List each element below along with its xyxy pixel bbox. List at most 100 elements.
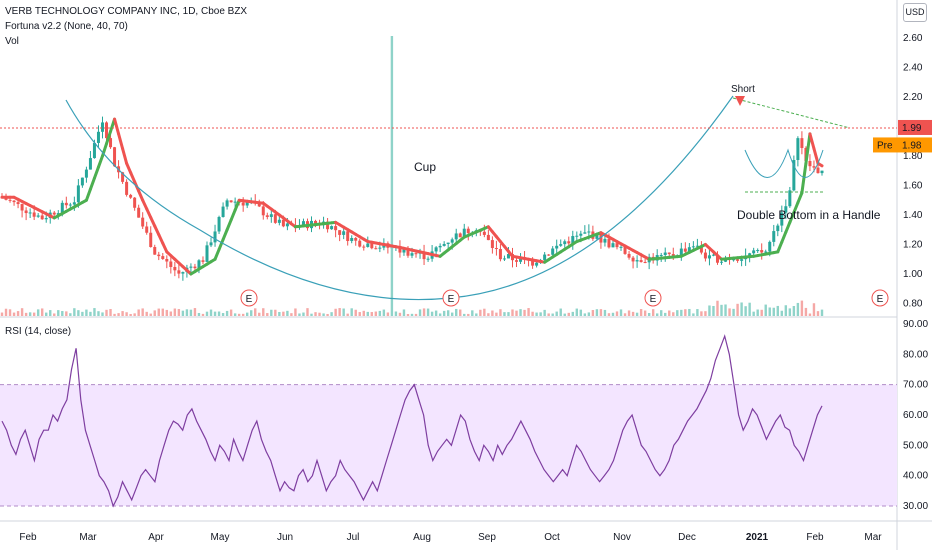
candle-body (768, 241, 772, 252)
candle-body (161, 256, 165, 260)
volume-bar (258, 312, 261, 316)
candle-body (816, 167, 820, 174)
volume-bar (53, 313, 56, 316)
volume-bar (77, 310, 80, 316)
volume-bar (302, 312, 305, 316)
rsi-legend[interactable]: RSI (14, close) (5, 326, 72, 337)
volume-bar (515, 310, 518, 316)
volume-bar (354, 309, 357, 316)
volume-bar (290, 313, 293, 316)
time-tick-label: Feb (806, 532, 824, 543)
volume-bar (173, 308, 177, 316)
candle-body (659, 254, 663, 256)
volume-bar (69, 313, 72, 316)
candle-body (784, 206, 788, 213)
time-tick-label: Sep (478, 532, 496, 543)
volume-legend[interactable]: Vol (5, 36, 19, 47)
volume-bar (519, 309, 522, 316)
candle-body (137, 207, 141, 218)
volume-bar (390, 36, 394, 316)
candle-body (113, 147, 117, 167)
volume-bar (527, 308, 530, 316)
candle-body (547, 254, 551, 256)
rsi-tick-label: 30.00 (903, 501, 928, 512)
candle-body (153, 247, 157, 255)
volume-bar (551, 313, 554, 316)
volume-bar (294, 308, 297, 316)
volume-bar (784, 305, 788, 316)
candle-body (277, 219, 281, 223)
volume-bar (684, 309, 687, 316)
candle-body (301, 221, 305, 226)
candle-body (84, 169, 88, 178)
candle-body (458, 233, 462, 238)
volume-bar (318, 312, 321, 316)
volume-bar (61, 311, 64, 316)
candle-body (623, 246, 627, 254)
candle-body (587, 231, 591, 233)
volume-bar (607, 313, 611, 316)
volume-bar (241, 313, 245, 316)
volume-bar (161, 308, 164, 316)
candle-body (370, 243, 374, 249)
time-tick-label: Apr (148, 532, 164, 543)
volume-bar (455, 308, 458, 316)
volume-bar (28, 312, 32, 316)
candle-body (607, 238, 611, 248)
candle-body (450, 239, 454, 243)
volume-bar (768, 307, 771, 316)
candle-body (764, 251, 768, 253)
earnings-marker-icon (240, 289, 258, 307)
price-tick-label: 1.60 (903, 181, 923, 192)
volume-bar (189, 309, 193, 316)
volume-bar (213, 311, 217, 316)
volume-bar (165, 309, 169, 316)
candle-body (780, 212, 784, 226)
earnings-marker-icon (442, 289, 460, 307)
volume-bar (559, 308, 562, 316)
fortuna-line-segment (233, 198, 241, 212)
volume-bar (378, 310, 382, 316)
candle-body (707, 255, 711, 259)
candle-body (438, 245, 442, 248)
volume-bar (434, 310, 438, 316)
candle-body (342, 231, 346, 235)
candle-body (60, 202, 64, 214)
symbol-title[interactable]: VERB TECHNOLOGY COMPANY INC, 1D, Cboe BZ… (5, 6, 248, 17)
candle-body (145, 226, 149, 233)
volume-bar (820, 309, 824, 316)
volume-bar (201, 313, 205, 316)
handle-trendline (732, 97, 851, 129)
candle-body (466, 228, 470, 234)
volume-bar (772, 307, 775, 316)
volume-bar (394, 311, 398, 316)
indicator-legend[interactable]: Fortuna v2.2 (None, 40, 70) (5, 21, 128, 32)
candle-body (213, 231, 217, 243)
fortuna-line-segment (784, 220, 792, 234)
volume-bar (366, 311, 369, 316)
candle-body (627, 253, 631, 258)
volume-bar (595, 309, 599, 316)
candle-body (498, 248, 502, 260)
volume-bar (278, 311, 281, 316)
volume-bar (547, 313, 550, 316)
volume-bar (756, 309, 759, 316)
volume-bar (623, 313, 627, 316)
volume-bar (306, 308, 309, 316)
fortuna-line-segment (153, 224, 161, 237)
pre-market-tag: Pre (877, 140, 893, 151)
volume-bar (125, 312, 128, 316)
volume-bar (732, 308, 735, 316)
volume-bar (282, 311, 285, 316)
fortuna-line-segment (125, 161, 133, 175)
candle-body (446, 242, 450, 244)
candle-body (201, 260, 205, 262)
currency-badge[interactable]: USD (903, 3, 927, 22)
candle-body (643, 262, 647, 264)
volume-bar (338, 308, 341, 316)
volume-bar (16, 311, 20, 316)
volume-bar (812, 303, 816, 316)
volume-bar (639, 309, 643, 316)
volume-bar (728, 308, 731, 316)
